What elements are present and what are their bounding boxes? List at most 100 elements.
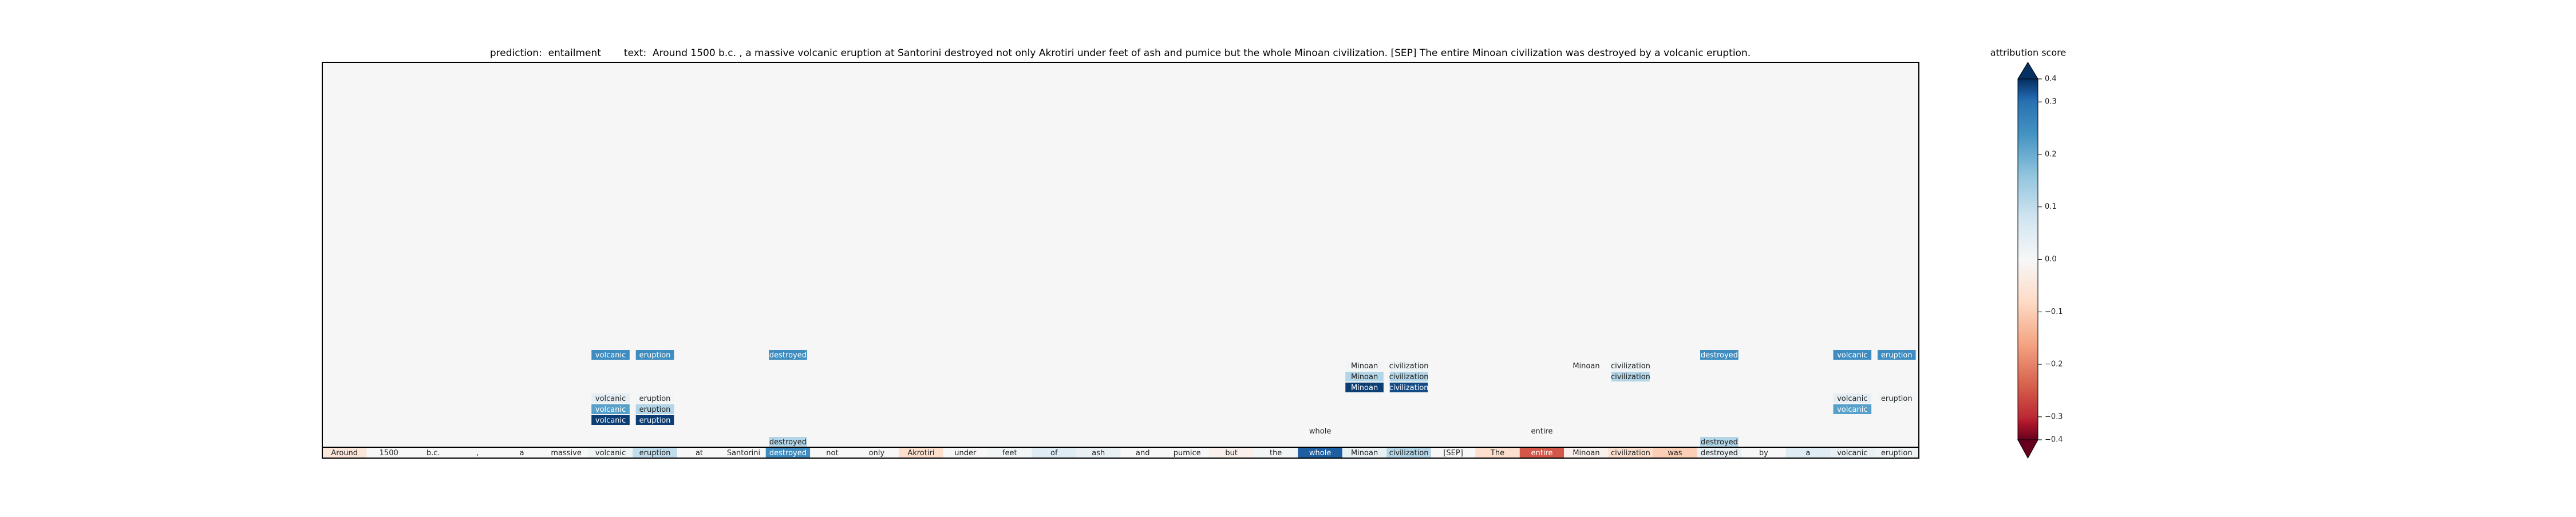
colorbar-swatch	[2018, 385, 2038, 388]
colorbar-swatch	[2018, 224, 2038, 226]
colorbar-swatch	[2018, 108, 2038, 111]
colorbar-swatch	[2018, 244, 2038, 248]
colorbar-swatch	[2018, 98, 2038, 100]
colorbar-swatch	[2018, 169, 2038, 172]
title-text: text: Around 1500 b.c. , a massive volca…	[624, 47, 1751, 59]
colorbar-swatch	[2018, 246, 2038, 249]
token-label: Minoan	[1351, 449, 1378, 458]
token-label: whole	[1309, 449, 1331, 458]
colorbar-swatch	[2018, 93, 2038, 95]
colorbar-swatch	[2018, 400, 2038, 403]
token-cell	[455, 447, 500, 458]
colorbar-swatch	[2018, 140, 2038, 142]
colorbar-swatch	[2018, 368, 2038, 371]
colorbar-swatch	[2018, 434, 2038, 436]
colorbar-swatch	[2018, 250, 2038, 254]
attribution-cell	[1611, 372, 1650, 381]
colorbar-swatch	[2018, 419, 2038, 420]
colorbar-swatch	[2018, 402, 2038, 405]
colorbar-swatch	[2018, 194, 2038, 197]
colorbar-swatch	[2018, 343, 2038, 346]
attribution-cell	[1700, 437, 1739, 447]
attribution-label: civilization	[1389, 384, 1429, 392]
attribution-label: civilization	[1611, 373, 1650, 381]
colorbar-swatch	[2018, 406, 2038, 409]
attribution-label: civilization	[1611, 362, 1650, 371]
token-label: ,	[476, 449, 479, 458]
colorbar-swatch	[2018, 82, 2038, 84]
token-cell	[544, 447, 588, 458]
colorbar-tick-label: 0.1	[2045, 202, 2057, 211]
colorbar-swatch	[2018, 101, 2038, 102]
token-label: civilization	[1611, 449, 1650, 458]
colorbar-swatch	[2018, 284, 2038, 287]
attribution-label: volcanic	[595, 351, 626, 360]
colorbar-swatch	[2018, 295, 2038, 298]
token-cell	[499, 447, 544, 458]
token-label: massive	[551, 449, 581, 458]
token-cell	[1120, 447, 1165, 458]
attribution-cell	[1389, 372, 1428, 381]
token-label: pumice	[1174, 449, 1201, 458]
colorbar-swatch	[2018, 318, 2038, 321]
attribution-label: volcanic	[595, 405, 626, 414]
token-cell	[1830, 447, 1875, 458]
attribution-cell	[591, 393, 630, 403]
attribution-label: volcanic	[1837, 395, 1867, 403]
colorbar-swatch	[2018, 372, 2038, 376]
attribution-cell	[635, 404, 674, 414]
colorbar-swatch	[2018, 335, 2038, 337]
colorbar-swatch	[2018, 428, 2038, 429]
colorbar-swatch	[2018, 332, 2038, 336]
attribution-cell	[1389, 361, 1428, 371]
colorbar-swatch	[2018, 217, 2038, 220]
token-label: The	[1490, 449, 1504, 458]
attribution-cell	[1833, 350, 1872, 360]
colorbar-swatch	[2018, 419, 2038, 421]
colorbar-swatch	[2018, 133, 2038, 136]
colorbar-swatch	[2018, 85, 2038, 87]
colorbar-swatch	[2018, 297, 2038, 300]
token-label: was	[1668, 449, 1682, 458]
chart-title: prediction: entailment text: Around 1500 …	[490, 47, 1751, 59]
colorbar-swatch	[2018, 428, 2038, 430]
token-cell	[322, 447, 367, 458]
colorbar-extend-top	[2017, 62, 2038, 79]
colorbar-swatch	[2018, 171, 2038, 174]
colorbar-swatch	[2018, 366, 2038, 369]
token-label: Minoan	[1573, 449, 1599, 458]
attribution-cell	[1567, 361, 1606, 371]
colorbar-swatch	[2018, 234, 2038, 237]
colorbar-swatch	[2018, 391, 2038, 395]
colorbar-swatch	[2018, 165, 2038, 168]
token-cell	[677, 447, 722, 458]
colorbar-swatch	[2018, 282, 2038, 285]
token-label: feet	[1002, 449, 1017, 458]
colorbar-swatch	[2018, 131, 2038, 134]
colorbar-swatch	[2018, 184, 2038, 186]
colorbar-swatch	[2018, 100, 2038, 102]
colorbar-swatch	[2018, 438, 2038, 439]
colorbar-tick-label: 0.0	[2045, 255, 2057, 264]
attribution-label: destroyed	[1701, 438, 1738, 447]
colorbar-swatch	[2018, 86, 2038, 88]
colorbar-swatch	[2018, 179, 2038, 182]
colorbar-swatch	[2018, 331, 2038, 333]
attribution-label: Minoan	[1573, 362, 1599, 371]
colorbar-swatch	[2018, 337, 2038, 340]
attribution-cell	[591, 404, 630, 414]
attribution-label: volcanic	[595, 416, 626, 425]
token-label: a	[1805, 449, 1810, 458]
token-cell	[1697, 447, 1742, 458]
token-label: 1500	[380, 449, 398, 458]
attribution-cell	[1345, 361, 1384, 371]
colorbar-swatch	[2018, 268, 2038, 271]
token-label: under	[954, 449, 977, 458]
colorbar-swatch	[2018, 377, 2038, 380]
attribution-label: destroyed	[769, 351, 807, 360]
colorbar-swatch	[2018, 435, 2038, 437]
colorbar-swatch	[2018, 439, 2038, 440]
colorbar-swatch	[2018, 299, 2038, 302]
token-cell	[1431, 447, 1476, 458]
colorbar-tick-label: −0.4	[2045, 436, 2063, 444]
